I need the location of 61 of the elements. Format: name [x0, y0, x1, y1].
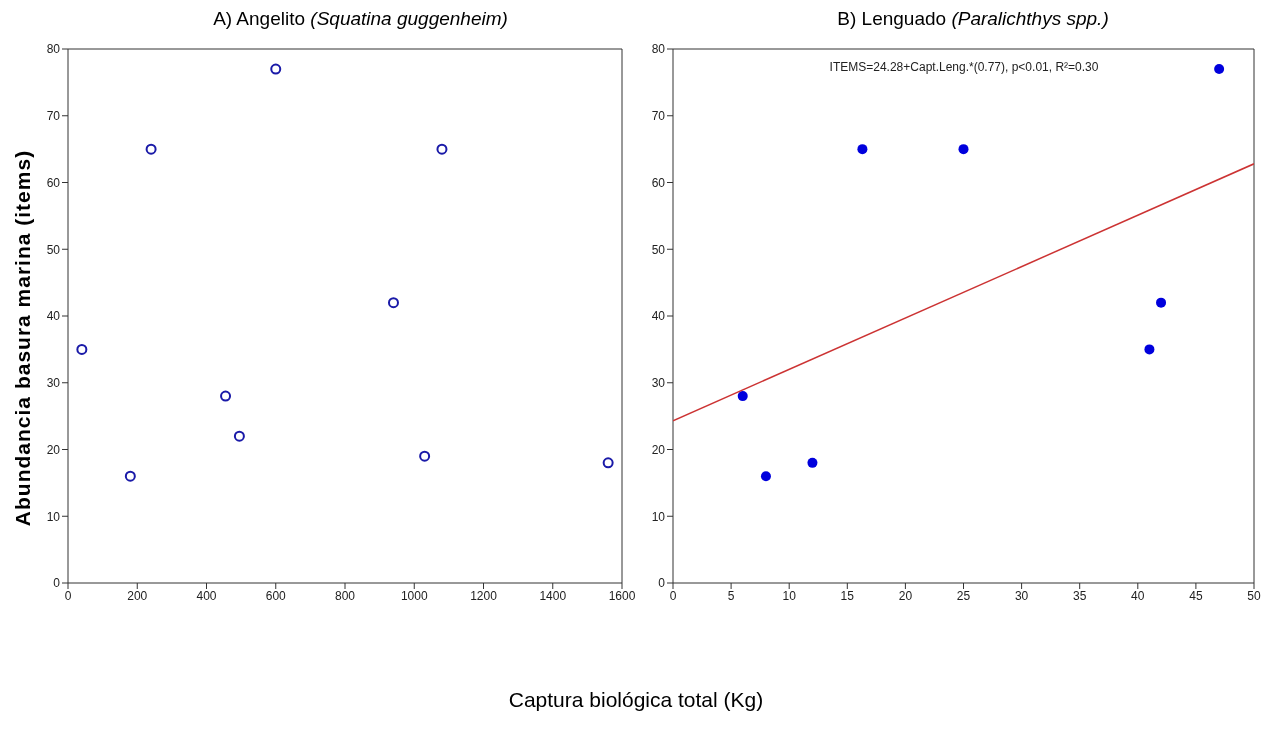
point — [857, 144, 868, 155]
x-tick-label: 200 — [127, 588, 148, 603]
point — [602, 457, 614, 469]
x-tick-label: 5 — [727, 588, 735, 603]
point — [233, 430, 245, 442]
chart-title: B) Lenguado (Paralichthys spp.) — [837, 8, 1109, 29]
point — [270, 63, 282, 75]
point — [419, 450, 431, 462]
point — [387, 297, 399, 309]
chart-title: A) Angelito (Squatina guggenheim) — [213, 8, 508, 29]
y-tick-label: 30 — [46, 376, 61, 391]
y-tick-label: 60 — [651, 175, 666, 190]
y-tick-label: 40 — [46, 309, 61, 324]
point — [737, 391, 748, 402]
y-tick-label: 70 — [46, 109, 61, 124]
x-tick-label: 20 — [898, 588, 913, 603]
x-tick-label: 30 — [1014, 588, 1029, 603]
x-tick-label: 35 — [1073, 588, 1087, 603]
x-tick-label: 50 — [1247, 588, 1261, 603]
x-tick-label: 25 — [956, 588, 971, 603]
point — [145, 143, 157, 155]
y-tick-label: 50 — [651, 242, 666, 257]
y-tick-label: 80 — [651, 42, 666, 57]
point — [436, 143, 448, 155]
y-tick-label: 10 — [651, 509, 666, 524]
annotation: ITEMS=24.28+Capt.Leng.*(0.77), p<0.01, R²=0.30 — [828, 60, 1100, 74]
y-axis-title: Abundancia basura marina (items) — [11, 149, 35, 527]
y-tick-label: 0 — [658, 576, 666, 591]
y-tick-label: 50 — [46, 242, 61, 257]
x-axis-title: Captura biológica total (Kg) — [507, 688, 765, 712]
y-tick-label: 60 — [46, 175, 61, 190]
y-tick-label: 0 — [53, 576, 61, 591]
x-tick-label: 800 — [334, 588, 356, 603]
x-tick-label: 45 — [1189, 588, 1203, 603]
y-tick-label: 10 — [46, 509, 61, 524]
x-tick-label: 600 — [265, 588, 287, 603]
y-tick-label: 20 — [46, 442, 61, 457]
point — [958, 144, 969, 155]
point — [220, 390, 232, 402]
x-tick-label: 10 — [782, 588, 797, 603]
y-tick-label: 20 — [651, 442, 666, 457]
x-tick-label: 1200 — [470, 588, 498, 603]
y-tick-label: 40 — [651, 309, 666, 324]
x-tick-label: 1400 — [539, 588, 567, 603]
y-tick-label: 80 — [46, 42, 61, 57]
point — [1144, 344, 1155, 355]
point — [807, 457, 818, 468]
point — [76, 343, 88, 355]
point — [124, 470, 136, 482]
point — [760, 471, 771, 482]
point — [1156, 297, 1167, 308]
x-tick-label: 1600 — [608, 588, 636, 603]
point — [1214, 64, 1225, 75]
y-tick-label: 70 — [651, 109, 666, 124]
x-tick-label: 1000 — [400, 588, 428, 603]
x-tick-label: 0 — [64, 588, 72, 603]
x-tick-label: 15 — [840, 588, 855, 603]
x-tick-label: 0 — [669, 588, 677, 603]
x-tick-label: 400 — [196, 588, 217, 603]
y-tick-label: 30 — [651, 376, 666, 391]
x-tick-label: 40 — [1131, 588, 1145, 603]
